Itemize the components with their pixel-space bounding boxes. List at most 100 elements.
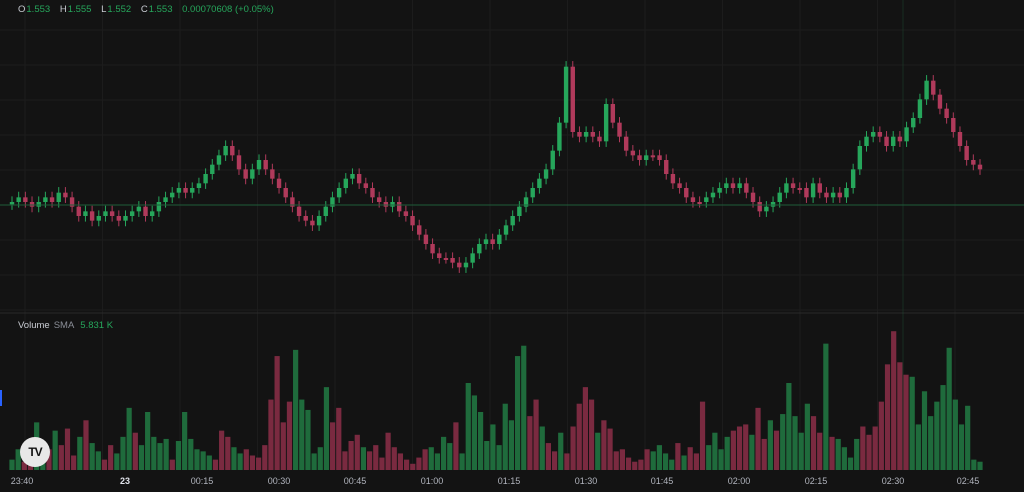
- high-label: H: [59, 4, 67, 15]
- candle-body: [397, 202, 402, 212]
- candle-body: [764, 206, 769, 212]
- change-value: 0.00070608 (+0.05%): [182, 4, 274, 15]
- candle-body: [410, 216, 415, 226]
- volume-bar: [231, 447, 237, 470]
- candle-body: [844, 188, 849, 198]
- volume-bar: [810, 416, 817, 470]
- candle-body: [136, 206, 142, 212]
- volume-bar: [422, 449, 428, 470]
- volume-bar: [484, 441, 490, 470]
- volume-bar: [595, 432, 601, 470]
- candle-body: [323, 206, 328, 216]
- candle-body: [9, 202, 15, 205]
- sma-value: 5.831 K: [80, 320, 114, 331]
- volume-bar: [730, 430, 736, 470]
- candle-body: [570, 66, 575, 132]
- candle-body: [603, 104, 609, 142]
- volume-bar: [101, 459, 108, 470]
- x-tick-label: 01:15: [497, 476, 521, 486]
- candle-body: [23, 197, 28, 202]
- candle-body: [250, 169, 255, 179]
- volume-bar: [145, 412, 151, 470]
- volume-bar: [743, 424, 749, 470]
- candle-body: [210, 164, 215, 174]
- candle-body: [423, 234, 429, 244]
- candle-body: [437, 253, 442, 258]
- sma-label: SMA: [53, 320, 75, 331]
- volume-bar: [854, 438, 860, 470]
- candle-body: [730, 183, 736, 188]
- volume-bar: [9, 459, 15, 470]
- candle-body: [263, 160, 268, 170]
- candle-body: [116, 216, 122, 221]
- ohlc-legend: O1.553 H1.555 L1.552 C1.553 0.00070608 (…: [18, 4, 281, 15]
- volume-bar: [940, 385, 946, 470]
- volume-bar: [465, 383, 471, 470]
- volume-bar: [379, 457, 385, 470]
- volume-bar: [619, 449, 625, 470]
- volume-bar: [385, 432, 391, 470]
- volume-bar: [46, 449, 52, 470]
- volume-bar: [724, 436, 730, 470]
- x-tick-label: 00:30: [267, 476, 291, 486]
- volume-bar: [89, 443, 95, 470]
- volume-bar: [662, 453, 669, 470]
- volume-bar: [416, 457, 422, 470]
- volume-bar: [915, 424, 921, 470]
- candle-body: [316, 216, 322, 226]
- volume-bar: [588, 399, 595, 470]
- volume-bar: [706, 445, 712, 470]
- candle-body: [937, 94, 943, 109]
- volume-bar: [249, 455, 256, 470]
- volume-bar: [496, 445, 502, 470]
- x-tick-label: 23:40: [10, 476, 34, 486]
- tradingview-logo[interactable]: TV: [20, 437, 50, 467]
- volume-bar: [286, 401, 293, 470]
- candle-body: [450, 258, 455, 263]
- volume-bar: [336, 407, 342, 470]
- candle-body: [336, 188, 342, 198]
- volume-bar: [878, 401, 884, 470]
- volume-series: [9, 331, 983, 470]
- candle-body: [837, 192, 843, 198]
- volume-bar: [860, 426, 866, 470]
- volume-bar: [58, 445, 64, 470]
- volume-bar: [539, 426, 545, 470]
- candle-body: [684, 188, 689, 198]
- pane-edge-marker[interactable]: [0, 390, 2, 406]
- volume-bar: [693, 453, 699, 470]
- volume-bar: [348, 441, 354, 470]
- volume-bar: [219, 430, 225, 470]
- candle-body: [917, 99, 923, 118]
- candle-body: [737, 183, 742, 188]
- candle-body: [236, 155, 242, 170]
- volume-bar: [77, 436, 83, 470]
- volume-bar: [699, 401, 706, 470]
- candle-body: [149, 211, 155, 216]
- volume-bar: [330, 422, 336, 470]
- candle-body: [343, 178, 348, 188]
- candle-body: [830, 192, 836, 198]
- volume-bar: [200, 451, 206, 470]
- candle-body: [757, 202, 762, 212]
- volume-bar: [323, 387, 330, 470]
- candle-body: [777, 192, 782, 202]
- volume-bar: [570, 426, 576, 470]
- volume-bar: [712, 432, 718, 470]
- volume-bar: [755, 407, 761, 470]
- candle-body: [897, 136, 903, 142]
- candle-body: [957, 132, 963, 146]
- volume-bar: [403, 459, 410, 470]
- candle-body: [590, 132, 595, 137]
- candle-body: [256, 160, 262, 170]
- volume-bar: [817, 432, 823, 470]
- candle-body: [303, 216, 308, 221]
- candle-body: [109, 211, 115, 216]
- volume-bar: [126, 407, 132, 470]
- candle-body: [96, 216, 101, 221]
- candle-body: [523, 197, 529, 207]
- candle-body: [376, 197, 382, 202]
- candle-body: [417, 225, 422, 235]
- candle-body: [690, 197, 696, 202]
